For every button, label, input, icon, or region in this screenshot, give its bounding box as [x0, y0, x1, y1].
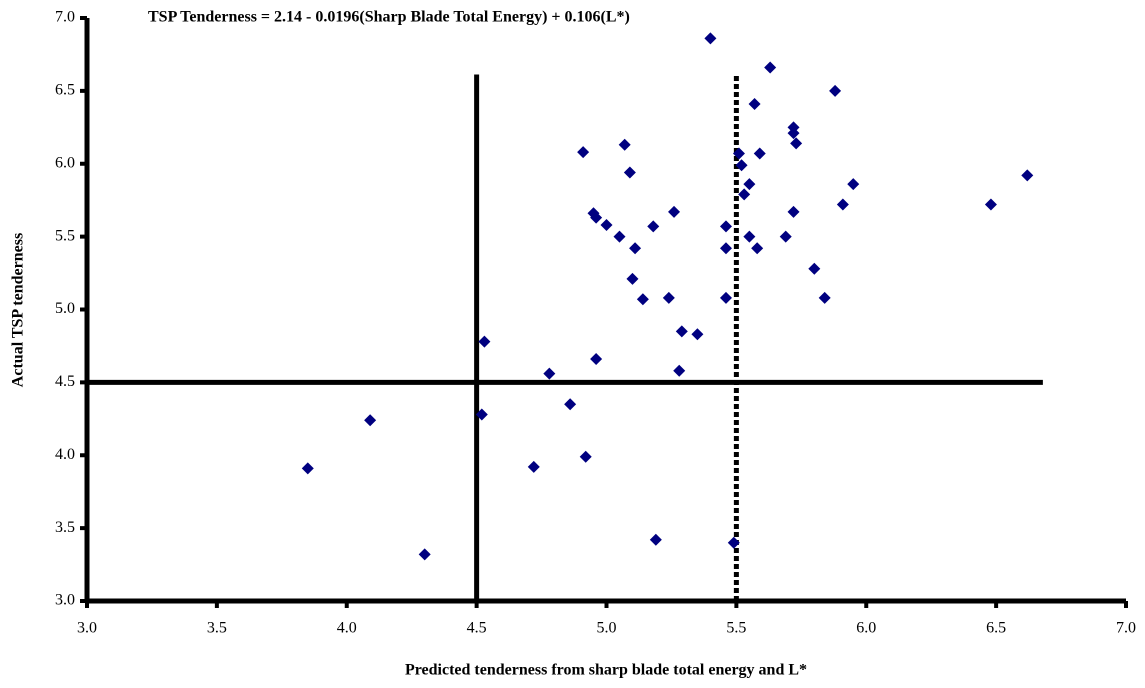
point: [673, 364, 686, 377]
y-tick-label: 6.5: [55, 82, 75, 99]
x-tick-label: 4.0: [337, 620, 357, 637]
point: [735, 159, 748, 172]
point: [623, 166, 636, 179]
point: [847, 178, 860, 191]
point: [600, 218, 613, 231]
point: [704, 32, 717, 45]
point: [829, 84, 842, 97]
point: [579, 450, 592, 463]
y-axis-label: Actual TSP tenderness: [10, 233, 27, 387]
point: [719, 242, 732, 255]
point: [301, 462, 314, 475]
point: [743, 178, 756, 191]
point: [738, 188, 751, 201]
point: [727, 536, 740, 549]
point: [732, 147, 745, 160]
point: [590, 211, 603, 224]
x-axis-label: Predicted tenderness from sharp blade to…: [405, 662, 807, 679]
y-tick-label: 3.5: [55, 519, 75, 536]
point: [629, 242, 642, 255]
y-tick-label: 5.0: [55, 300, 75, 317]
point: [626, 272, 639, 285]
point: [418, 548, 431, 561]
point: [478, 335, 491, 348]
point: [649, 533, 662, 546]
point: [836, 198, 849, 211]
x-tick-label: 5.5: [726, 620, 746, 637]
point: [719, 220, 732, 233]
point: [475, 408, 488, 421]
point: [818, 291, 831, 304]
point: [618, 138, 631, 151]
point: [984, 198, 997, 211]
point: [751, 242, 764, 255]
point: [662, 291, 675, 304]
chart-title: TSP Tenderness = 2.14 - 0.0196(Sharp Bla…: [148, 9, 630, 26]
point: [543, 367, 556, 380]
point: [764, 61, 777, 74]
y-tick-label: 7.0: [55, 9, 75, 26]
y-tick-label: 5.5: [55, 227, 75, 244]
point: [779, 230, 792, 243]
point: [719, 291, 732, 304]
point: [753, 147, 766, 160]
point: [668, 205, 681, 218]
point: [527, 460, 540, 473]
y-tick-label: 6.0: [55, 154, 75, 171]
point: [590, 353, 603, 366]
point: [364, 414, 377, 427]
point: [577, 146, 590, 159]
point: [564, 398, 577, 411]
point: [675, 325, 688, 338]
x-tick-label: 6.5: [986, 620, 1006, 637]
point: [613, 230, 626, 243]
point: [743, 230, 756, 243]
x-tick-label: 5.0: [597, 620, 617, 637]
point: [808, 262, 821, 275]
x-tick-label: 4.5: [467, 620, 487, 637]
x-tick-label: 3.5: [207, 620, 227, 637]
x-tick-label: 3.0: [77, 620, 97, 637]
point: [691, 328, 704, 341]
point: [647, 220, 660, 233]
y-tick-label: 4.5: [55, 373, 75, 390]
point: [636, 293, 649, 306]
point: [787, 205, 800, 218]
point: [790, 137, 803, 150]
point: [787, 127, 800, 140]
x-tick-label: 7.0: [1116, 620, 1136, 637]
y-tick-label: 3.0: [55, 592, 75, 609]
y-tick-label: 4.0: [55, 446, 75, 463]
point: [1021, 169, 1034, 182]
x-tick-label: 6.0: [856, 620, 876, 637]
point: [748, 97, 761, 110]
